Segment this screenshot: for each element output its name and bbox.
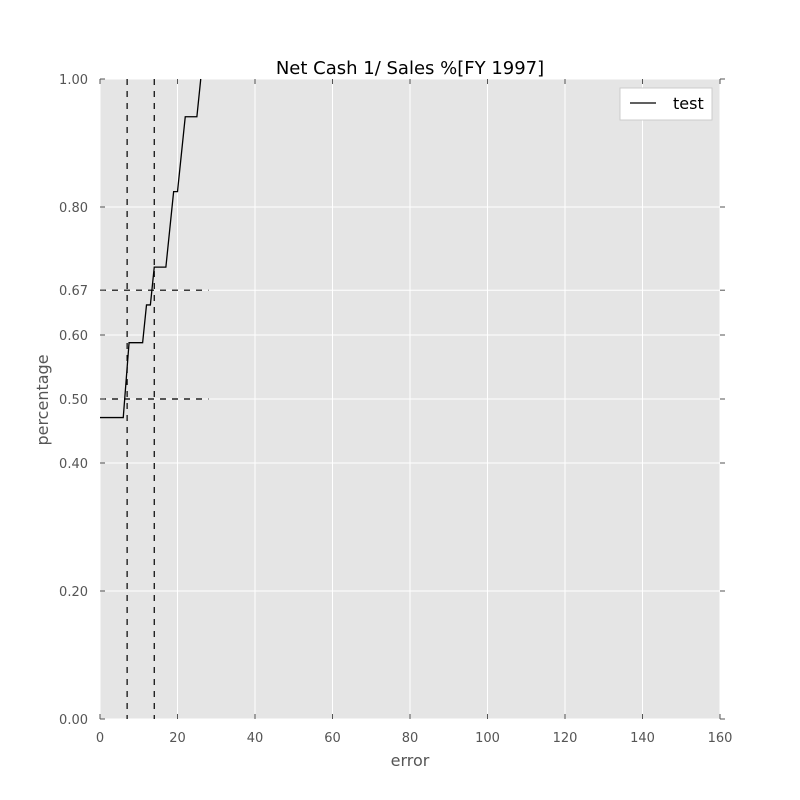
- legend-label-test: test: [673, 94, 704, 113]
- x-tick-label: 0: [96, 731, 104, 746]
- legend: test: [619, 87, 713, 121]
- x-tick-label: 160: [708, 731, 733, 746]
- reference-lines: [100, 79, 209, 719]
- y-tick-label: 0.20: [59, 585, 88, 600]
- legend-box: [619, 87, 713, 121]
- y-tick-label: 0.60: [59, 329, 88, 344]
- y-tick-label: 0.80: [59, 201, 88, 216]
- x-tick-label: 20: [169, 731, 186, 746]
- series-line-test: [100, 78, 202, 419]
- x-tick-label: 60: [324, 731, 341, 746]
- y-tick-label: 1.00: [59, 73, 88, 88]
- x-tick-label: 100: [475, 731, 500, 746]
- x-tick-label: 140: [630, 731, 655, 746]
- y-tick-label: 0.40: [59, 457, 88, 472]
- x-tick-label: 40: [247, 731, 264, 746]
- axis-ticks: [99, 78, 725, 720]
- series-layer: [100, 78, 202, 419]
- y-tick-label: 0.67: [59, 284, 88, 299]
- y-tick-label: 0.50: [59, 393, 88, 408]
- x-axis-label: error: [391, 751, 430, 770]
- tick-labels: 0 20 40 60 80 100 120 140 160 0.00 0.20 0.40 0.50 0.6…: [59, 73, 732, 746]
- x-tick-label: 120: [553, 731, 578, 746]
- y-axis-label: percentage: [33, 354, 52, 445]
- chart-title: Net Cash 1/ Sales %[FY 1997]: [276, 58, 544, 79]
- y-tick-label: 0.00: [59, 713, 88, 728]
- x-tick-label: 80: [402, 731, 419, 746]
